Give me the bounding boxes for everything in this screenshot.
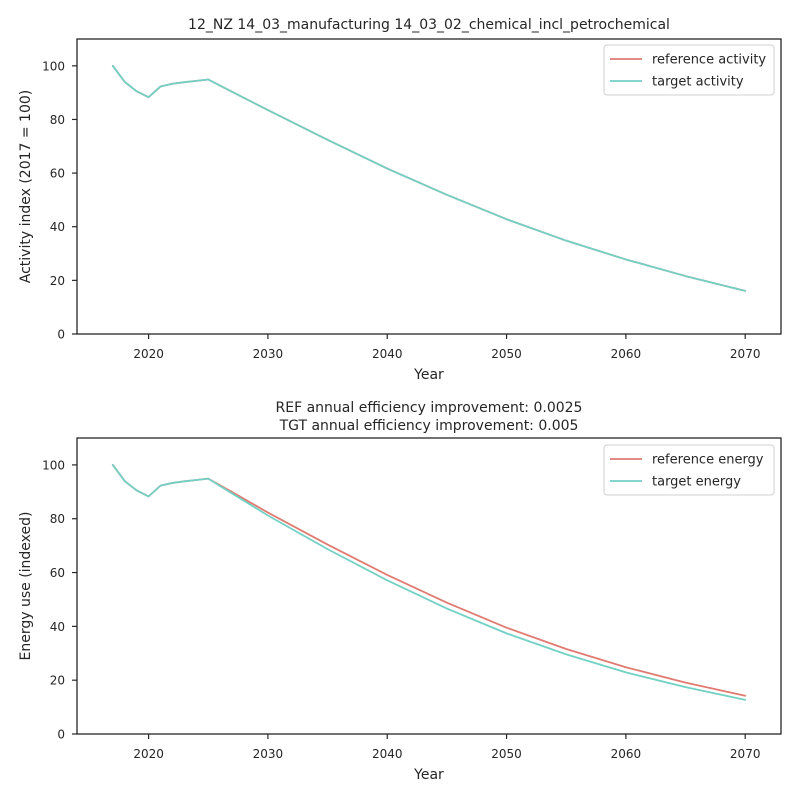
x-axis-label: Year (413, 367, 444, 383)
legend: reference activity target activity (603, 44, 775, 96)
y-tick-label: 20 (50, 674, 65, 688)
y-tick-label: 100 (42, 458, 65, 472)
plot-frame (76, 437, 782, 735)
x-tick-label: 2030 (253, 747, 284, 761)
x-tick-label: 2040 (372, 747, 403, 761)
y-tick-label: 0 (57, 728, 65, 742)
x-tick-label: 2070 (730, 347, 761, 361)
plot-frame (76, 38, 782, 335)
legend-box (603, 444, 775, 496)
legend-entry-label: target energy (652, 475, 741, 490)
x-tick-label: 2060 (611, 747, 642, 761)
legend-entry-label: reference activity (652, 53, 766, 68)
y-tick-label: 60 (50, 566, 65, 580)
y-tick-label: 80 (50, 113, 65, 127)
chart-title: 12_NZ 14_03_manufacturing 14_03_02_chemi… (188, 17, 670, 33)
x-tick-label: 2030 (253, 347, 284, 361)
series-line-reference-activity (111, 64, 747, 292)
x-tick-label: 2050 (491, 747, 522, 761)
x-tick-label: 2070 (730, 747, 761, 761)
y-tick-label: 0 (57, 328, 65, 342)
y-tick-label: 60 (50, 167, 65, 181)
y-tick-label: 100 (42, 59, 65, 73)
y-axis-label: Energy use (indexed) (18, 512, 34, 661)
x-tick-label: 2050 (491, 347, 522, 361)
x-tick-label: 2020 (133, 347, 164, 361)
y-tick-label: 20 (50, 274, 65, 288)
x-axis-label: Year (413, 767, 444, 783)
legend-box (603, 44, 775, 96)
chart-panel-2: REF annual efficiency improvement: 0.002… (18, 400, 782, 783)
chart-subtitle: TGT annual efficiency improvement: 0.005 (279, 418, 579, 434)
legend: reference energy target energy (603, 444, 775, 496)
y-axis-label: Activity index (2017 = 100) (18, 90, 34, 283)
y-tick-label: 40 (50, 220, 65, 234)
chart-panel-1: 12_NZ 14_03_manufacturing 14_03_02_chemi… (18, 17, 782, 383)
y-tick-label: 80 (50, 512, 65, 526)
legend-entry-label: target activity (652, 75, 744, 90)
legend-entry-label: reference energy (652, 453, 764, 468)
x-tick-label: 2060 (611, 347, 642, 361)
chart-title: REF annual efficiency improvement: 0.002… (276, 400, 583, 416)
y-tick-label: 40 (50, 620, 65, 634)
series-line-target-energy (111, 464, 747, 701)
series-line-reference-energy (111, 464, 747, 697)
x-tick-label: 2020 (133, 747, 164, 761)
x-tick-label: 2040 (372, 347, 403, 361)
series-line-target-activity (111, 64, 747, 292)
